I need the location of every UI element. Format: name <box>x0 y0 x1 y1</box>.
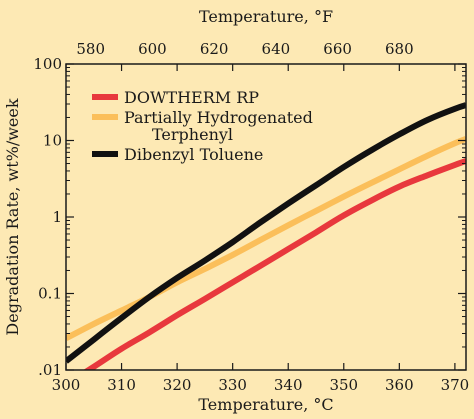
x2-axis-title: Temperature, °F <box>199 7 333 26</box>
x2-tick-label: 660 <box>323 40 352 58</box>
x-axis-title: Temperature, °C <box>198 395 333 414</box>
ticks-layer: 300 310 320 330 340 350 360 370 580 600 620 640 660 6… <box>33 40 469 394</box>
x-tick-label: 300 <box>52 376 81 394</box>
x2-tick-label: 580 <box>76 40 105 58</box>
x-tick-label: 360 <box>385 376 414 394</box>
y-tick-label: .01 <box>38 361 62 379</box>
y-tick-label: 10 <box>43 132 62 150</box>
legend-label-dibenzyl-toluene: Dibenzyl Toluene <box>124 145 263 164</box>
x-tick-label: 320 <box>163 376 192 394</box>
x-tick-label: 350 <box>329 376 358 394</box>
x-tick-label: 330 <box>218 376 247 394</box>
x-tick-label: 340 <box>274 376 303 394</box>
series-line-dibenzyl-toluene <box>66 102 466 364</box>
y-tick-label: 0.1 <box>38 285 62 303</box>
x2-tick-label: 640 <box>262 40 291 58</box>
x2-tick-label: 620 <box>200 40 229 58</box>
x-tick-label: 370 <box>441 376 470 394</box>
series-layer <box>66 102 466 370</box>
x-tick-label: 310 <box>107 376 136 394</box>
legend-label-partially-hydrogenated-terphenyl: Partially Hydrogenated <box>124 108 313 127</box>
series-line-partially-hydrogenated-terphenyl <box>66 136 466 341</box>
y-tick-label: 1 <box>52 208 62 226</box>
y-axis-title: Degradation Rate, wt%/week <box>3 98 22 335</box>
series-line-dowtherm-rp <box>83 158 466 370</box>
legend-label-partially-hydrogenated-terphenyl: Terphenyl <box>152 125 233 144</box>
x2-tick-label: 600 <box>138 40 167 58</box>
legend-label-dowtherm-rp: DOWTHERM RP <box>124 88 259 107</box>
x2-tick-label: 680 <box>385 40 414 58</box>
y-tick-label: 100 <box>33 55 62 73</box>
